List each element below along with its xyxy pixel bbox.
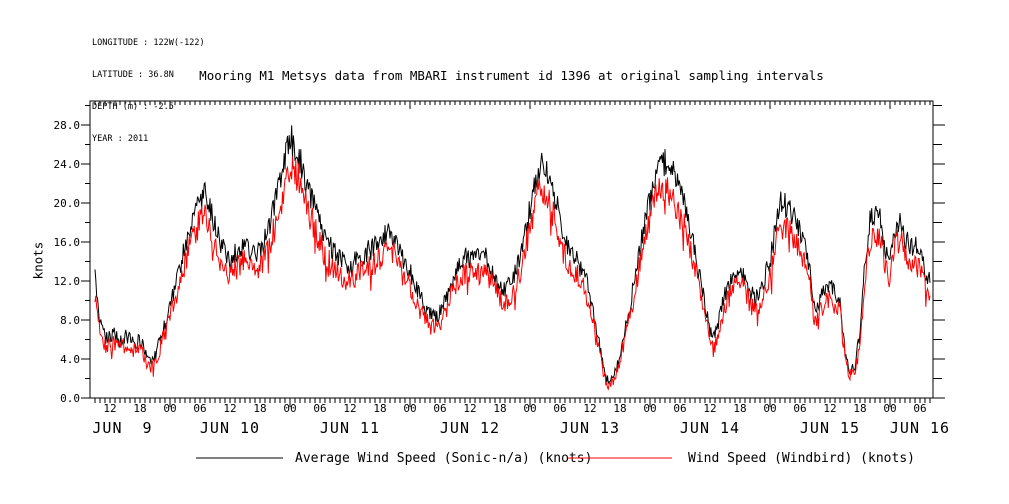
x-date-label: JUN 10 xyxy=(199,419,261,437)
x-hour-label: 12 xyxy=(343,402,357,415)
x-hour-label: 06 xyxy=(673,402,687,415)
x-hour-label: 00 xyxy=(283,402,297,415)
x-hour-label: 18 xyxy=(853,402,867,415)
x-hour-label: 06 xyxy=(193,402,207,415)
x-hour-label: 00 xyxy=(403,402,417,415)
x-hour-label: 18 xyxy=(373,402,387,415)
metadata-block: LONGITUDE : 122W(-122) LATITUDE : 36.8N … xyxy=(92,17,205,165)
x-hour-label: 06 xyxy=(793,402,807,415)
metadata-line-latitude: LATITUDE : 36.8N xyxy=(92,69,174,80)
x-hour-label: 00 xyxy=(883,402,897,415)
metadata-line-longitude: LONGITUDE : 122W(-122) xyxy=(92,38,205,49)
x-hour-label: 00 xyxy=(643,402,657,415)
metadata-line-year: YEAR : 2011 xyxy=(92,133,149,144)
y-tick-label: 20.0 xyxy=(53,196,81,210)
x-hour-label: 00 xyxy=(163,402,177,415)
x-hour-label: 18 xyxy=(613,402,627,415)
x-hour-label: 18 xyxy=(133,402,147,415)
x-date-label: JUN 9 xyxy=(92,419,153,437)
x-hour-label: 12 xyxy=(703,402,717,415)
y-tick-label: 28.0 xyxy=(53,118,81,132)
x-date-label: JUN 13 xyxy=(559,419,621,437)
y-tick-label: 4.0 xyxy=(60,352,80,366)
x-date-label: JUN 12 xyxy=(439,419,501,437)
x-hour-label: 18 xyxy=(733,402,747,415)
x-hour-label: 06 xyxy=(913,402,927,415)
x-date-label: JUN 11 xyxy=(319,419,381,437)
x-hour-label: 00 xyxy=(523,402,537,415)
y-tick-label: 8.0 xyxy=(60,313,80,327)
x-date-label: JUN 15 xyxy=(799,419,861,437)
chart-title: Mooring M1 Metsys data from MBARI instru… xyxy=(199,68,824,83)
x-hour-label: 12 xyxy=(463,402,477,415)
x-hour-label: 12 xyxy=(823,402,837,415)
x-hour-label: 12 xyxy=(103,402,117,415)
x-hour-label: 18 xyxy=(253,402,267,415)
y-tick-label: 24.0 xyxy=(53,157,81,171)
x-hour-label: 06 xyxy=(313,402,327,415)
y-tick-label: 0.0 xyxy=(60,391,80,405)
x-hour-label: 18 xyxy=(493,402,507,415)
metadata-line-depth: DEPTH (m) : -2.5 xyxy=(92,101,174,112)
y-tick-label: 12.0 xyxy=(53,274,81,288)
x-date-label: JUN 16 xyxy=(889,419,951,437)
x-hour-label: 12 xyxy=(223,402,237,415)
legend-label-sonic: Average Wind Speed (Sonic-n/a) (knots) xyxy=(295,451,593,466)
y-tick-label: 16.0 xyxy=(53,235,81,249)
x-hour-label: 00 xyxy=(763,402,777,415)
x-hour-label: 12 xyxy=(583,402,597,415)
x-date-label: JUN 14 xyxy=(679,419,741,437)
legend-label-windbird: Wind Speed (Windbird) (knots) xyxy=(688,451,915,466)
x-hour-label: 06 xyxy=(433,402,447,415)
x-hour-label: 06 xyxy=(553,402,567,415)
